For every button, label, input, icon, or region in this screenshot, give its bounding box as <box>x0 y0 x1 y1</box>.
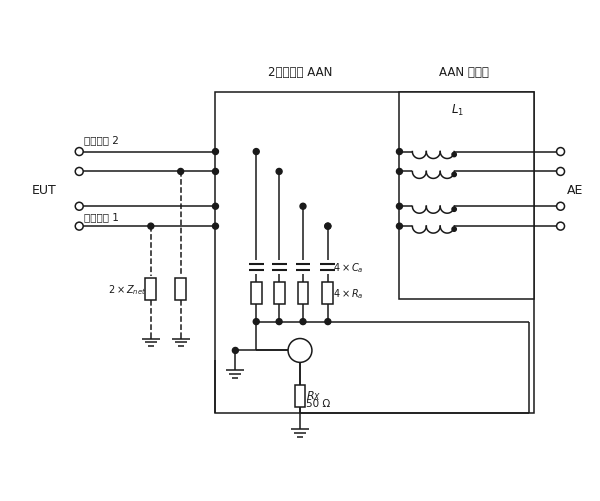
Circle shape <box>148 224 154 229</box>
Text: 2组对线用 AAN: 2组对线用 AAN <box>268 66 332 79</box>
Circle shape <box>557 148 565 156</box>
Bar <box>215 93 533 413</box>
Circle shape <box>452 207 457 212</box>
Circle shape <box>276 319 282 325</box>
Bar <box>322 282 334 304</box>
Circle shape <box>452 173 457 177</box>
Circle shape <box>557 168 565 176</box>
Text: 50 Ω: 50 Ω <box>306 398 330 408</box>
Text: $R_X$: $R_X$ <box>306 388 321 402</box>
Bar <box>298 282 308 304</box>
Circle shape <box>397 149 403 155</box>
Circle shape <box>75 148 83 156</box>
Bar <box>400 93 533 299</box>
Text: 平衡对线 2: 平衡对线 2 <box>84 135 119 145</box>
Text: $2\times Z_{net}$: $2\times Z_{net}$ <box>107 283 146 296</box>
Text: AE: AE <box>566 183 583 196</box>
Text: AAN 金属壳: AAN 金属壳 <box>439 66 489 79</box>
Circle shape <box>75 223 83 230</box>
Circle shape <box>452 153 457 157</box>
Text: $4\times C_a$: $4\times C_a$ <box>333 261 364 274</box>
Circle shape <box>212 149 218 155</box>
Circle shape <box>325 224 331 229</box>
Circle shape <box>276 169 282 175</box>
Circle shape <box>557 203 565 211</box>
Circle shape <box>232 348 238 354</box>
Circle shape <box>212 224 218 229</box>
Bar <box>274 282 284 304</box>
Circle shape <box>75 168 83 176</box>
Text: $4\times R_a$: $4\times R_a$ <box>333 286 364 300</box>
Circle shape <box>397 169 403 175</box>
Circle shape <box>397 204 403 210</box>
Circle shape <box>288 339 312 363</box>
Circle shape <box>212 204 218 210</box>
Bar <box>295 385 305 407</box>
Text: $L_1$: $L_1$ <box>451 103 464 118</box>
Circle shape <box>325 224 331 229</box>
Circle shape <box>253 319 259 325</box>
Circle shape <box>212 169 218 175</box>
Bar <box>145 278 156 300</box>
Circle shape <box>178 169 184 175</box>
Bar <box>251 282 262 304</box>
Circle shape <box>300 204 306 210</box>
Text: EUT: EUT <box>31 183 56 196</box>
Bar <box>175 278 186 300</box>
Circle shape <box>452 227 457 232</box>
Circle shape <box>300 319 306 325</box>
Circle shape <box>253 149 259 155</box>
Circle shape <box>557 223 565 230</box>
Circle shape <box>397 224 403 229</box>
Text: 平衡对线 1: 平衡对线 1 <box>84 212 119 222</box>
Circle shape <box>75 203 83 211</box>
Circle shape <box>325 319 331 325</box>
